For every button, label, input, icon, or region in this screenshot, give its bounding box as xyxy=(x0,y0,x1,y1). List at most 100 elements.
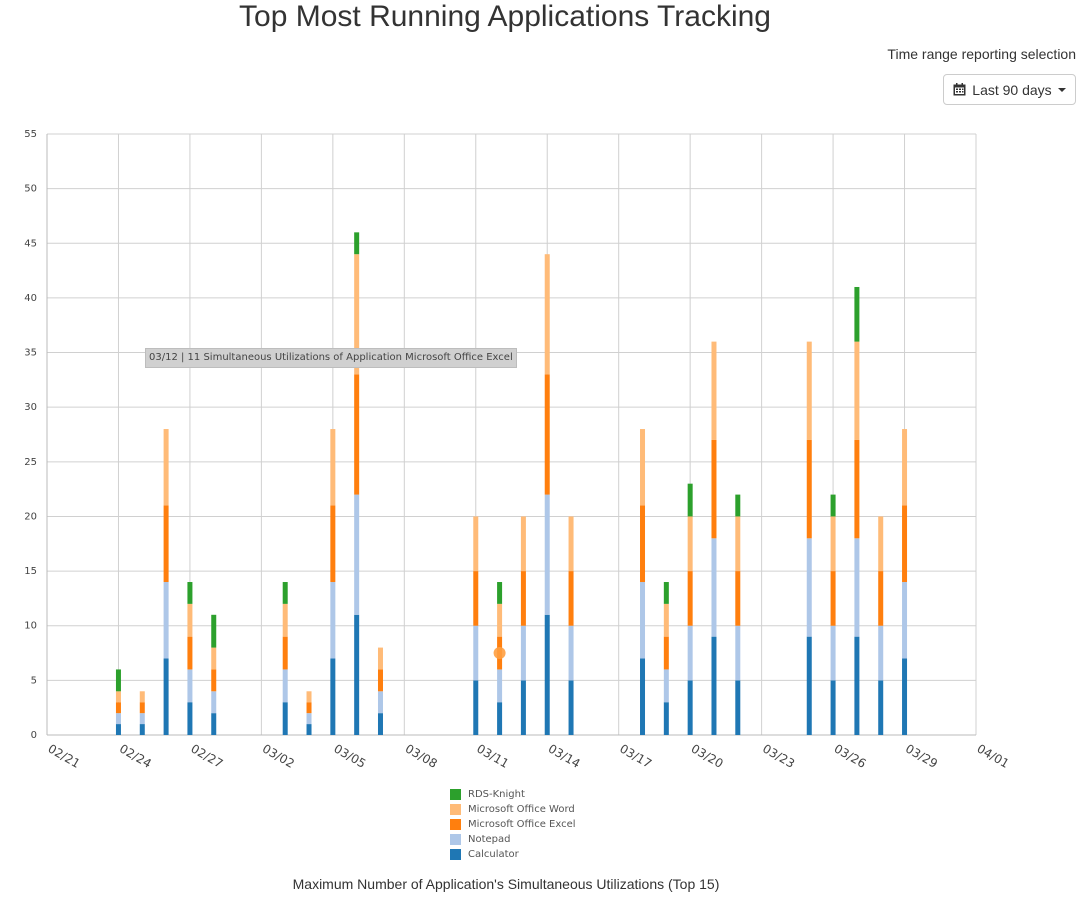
bar-segment-microsoft-office-word xyxy=(497,603,503,637)
bar-segment-rds-knight xyxy=(282,582,288,604)
bar-segment-rds-knight xyxy=(354,232,360,255)
bar-segment-notepad xyxy=(163,582,169,659)
legend-label: Microsoft Office Excel xyxy=(468,819,576,830)
page-title: Top Most Running Applications Tracking xyxy=(239,0,771,33)
legend-label: Notepad xyxy=(468,834,511,845)
bar-segment-notepad xyxy=(187,669,193,703)
y-tick-label: 20 xyxy=(24,511,37,522)
x-tick-label: 03/17 xyxy=(617,741,654,770)
bar-segment-microsoft-office-excel xyxy=(806,439,812,539)
bar-segment-calculator xyxy=(735,680,741,735)
bar-segment-notepad xyxy=(711,538,717,637)
bar-segment-calculator xyxy=(187,702,193,735)
x-tick-label: 03/29 xyxy=(903,741,940,770)
bar-segment-notepad xyxy=(878,625,884,681)
x-tick-label: 03/05 xyxy=(331,741,368,770)
bar-segment-microsoft-office-excel xyxy=(568,571,574,626)
bar-segment-notepad xyxy=(830,625,836,681)
bar-segment-microsoft-office-word xyxy=(806,341,812,440)
bar-segment-microsoft-office-word xyxy=(139,691,145,703)
x-tick-label: 03/08 xyxy=(403,741,440,770)
bar-segment-calculator xyxy=(282,702,288,735)
x-tick-label: 03/20 xyxy=(689,741,726,770)
bar-segment-calculator xyxy=(306,724,312,735)
legend-label: RDS-Knight xyxy=(468,789,525,800)
bar-segment-microsoft-office-excel xyxy=(687,571,693,626)
y-tick-label: 35 xyxy=(24,348,37,359)
bar-segment-notepad xyxy=(282,669,288,703)
x-tick-label: 03/23 xyxy=(760,741,797,770)
chart-caption: Maximum Number of Application's Simultan… xyxy=(292,876,720,892)
bar-segment-calculator xyxy=(520,680,526,735)
bar-segment-microsoft-office-word xyxy=(854,341,860,440)
y-tick-label: 15 xyxy=(24,566,37,577)
bar-segment-microsoft-office-excel xyxy=(306,702,312,714)
bar-segment-calculator xyxy=(497,702,503,735)
bar-segment-microsoft-office-excel xyxy=(854,439,860,539)
bar-segment-microsoft-office-excel xyxy=(211,669,217,692)
x-tick-label: 03/02 xyxy=(260,741,297,770)
y-tick-label: 10 xyxy=(24,621,37,632)
bar-segment-calculator xyxy=(830,680,836,735)
bar-segment-notepad xyxy=(544,494,550,615)
bar-segment-microsoft-office-excel xyxy=(878,571,884,626)
x-tick-label: 02/24 xyxy=(117,741,154,770)
time-range-value: Last 90 days xyxy=(972,81,1052,98)
legend-swatch xyxy=(450,819,461,830)
bar-segment-microsoft-office-excel xyxy=(282,636,288,670)
bar-segment-microsoft-office-excel xyxy=(115,702,121,714)
bar-segment-calculator xyxy=(377,713,383,735)
legend-item[interactable]: Microsoft Office Excel xyxy=(450,817,576,832)
bar-segment-microsoft-office-word xyxy=(163,429,169,506)
bar-segment-microsoft-office-word xyxy=(187,603,193,637)
bar-segment-microsoft-office-word xyxy=(902,429,908,506)
bar-segment-notepad xyxy=(306,713,312,725)
bar-segment-microsoft-office-excel xyxy=(663,636,669,670)
bar-segment-microsoft-office-word xyxy=(282,603,288,637)
bar-segment-notepad xyxy=(568,625,574,681)
bar-segment-microsoft-office-word xyxy=(568,516,574,572)
bar-segment-notepad xyxy=(139,713,145,725)
x-tick-label: 03/26 xyxy=(832,741,869,770)
bar-segment-microsoft-office-excel xyxy=(473,571,479,626)
bar-segment-calculator xyxy=(211,713,217,735)
bar-segment-notepad xyxy=(354,494,360,615)
bar-segment-notepad xyxy=(211,691,217,714)
bar-segment-notepad xyxy=(806,538,812,637)
bar-segment-microsoft-office-excel xyxy=(544,374,550,495)
bar-segment-rds-knight xyxy=(211,614,217,648)
bar-segment-notepad xyxy=(663,669,669,703)
legend-item[interactable]: Notepad xyxy=(450,832,576,847)
legend-item[interactable]: Calculator xyxy=(450,847,576,862)
bar-segment-microsoft-office-excel xyxy=(640,505,646,583)
bar-segment-microsoft-office-word xyxy=(115,691,121,703)
bar-segment-microsoft-office-word xyxy=(377,647,383,670)
time-range-dropdown-button[interactable]: Last 90 days xyxy=(943,74,1076,105)
bar-segment-microsoft-office-excel xyxy=(711,439,717,539)
bar-segment-microsoft-office-word xyxy=(544,254,550,375)
bar-segment-notepad xyxy=(330,582,336,659)
bar-segment-microsoft-office-word xyxy=(330,429,336,506)
bar-segment-microsoft-office-excel xyxy=(377,669,383,692)
bar-segment-rds-knight xyxy=(497,582,503,604)
bar-segment-calculator xyxy=(473,680,479,735)
bar-segment-calculator xyxy=(544,614,550,735)
y-tick-label: 0 xyxy=(31,730,37,741)
y-tick-label: 30 xyxy=(24,402,37,413)
bar-segment-calculator xyxy=(139,724,145,735)
legend-item[interactable]: Microsoft Office Word xyxy=(450,802,576,817)
x-tick-label: 02/21 xyxy=(46,741,83,770)
chart-legend: RDS-Knight Microsoft Office Word Microsoft… xyxy=(450,787,576,862)
bar-segment-microsoft-office-word xyxy=(830,516,836,572)
bar-segment-notepad xyxy=(115,713,121,725)
bar-segment-calculator xyxy=(663,702,669,735)
bar-segment-notepad xyxy=(687,625,693,681)
y-tick-label: 55 xyxy=(24,129,37,140)
bar-segment-microsoft-office-excel xyxy=(330,505,336,583)
y-tick-label: 45 xyxy=(24,238,37,249)
bar-segment-microsoft-office-word xyxy=(306,691,312,703)
bar-segment-microsoft-office-excel xyxy=(163,505,169,583)
x-tick-label: 02/27 xyxy=(188,741,225,770)
legend-item[interactable]: RDS-Knight xyxy=(450,787,576,802)
bar-segment-microsoft-office-word xyxy=(354,254,360,375)
